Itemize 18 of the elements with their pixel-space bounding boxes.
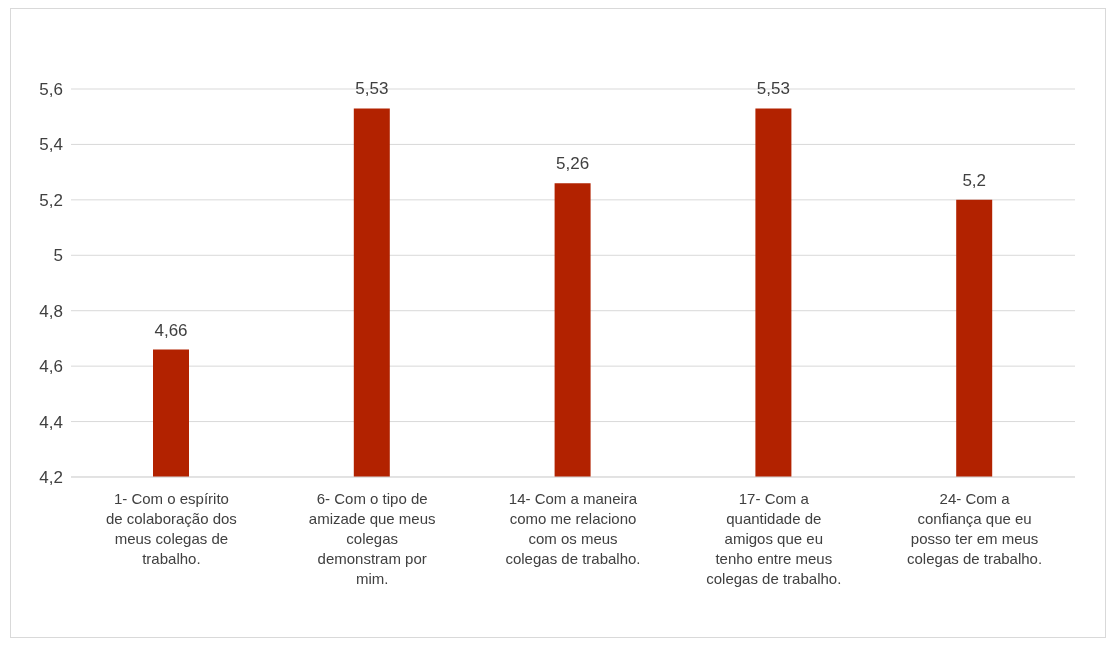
data-label: 5,26: [556, 154, 590, 174]
data-label: 4,66: [154, 320, 188, 340]
x-tick-label: 24- Com a confiança que eu posso ter em meus colegas de trabalho.: [907, 489, 1043, 567]
y-tick-label: 4,4: [39, 412, 63, 432]
x-tick-label: 17- Com a quantidade de amigos que eu tenho entre meus colegas de trabalho.: [706, 489, 842, 587]
data-label: 5,2: [962, 170, 987, 190]
x-tick-label: 6- Com o tipo de amizade que meus colegas demonstram por mim.: [308, 489, 436, 587]
data-label: 5,53: [756, 79, 790, 99]
y-tick-label: 5,4: [39, 135, 63, 155]
x-tick-label: 14- Com a maneira como me relaciono com os meus colegas de trabalho.: [505, 489, 641, 567]
y-tick-label: 5,2: [39, 190, 63, 210]
data-label: 5,53: [355, 79, 389, 99]
y-tick-label: 5,6: [39, 80, 63, 100]
y-tick-label: 5: [53, 246, 63, 266]
y-tick-label: 4,2: [39, 468, 63, 488]
y-tick-label: 4,8: [39, 301, 63, 321]
y-tick-label: 4,6: [39, 357, 63, 377]
x-tick-label: 1- Com o espírito de colaboração dos meus colegas de trabalho.: [105, 489, 237, 567]
